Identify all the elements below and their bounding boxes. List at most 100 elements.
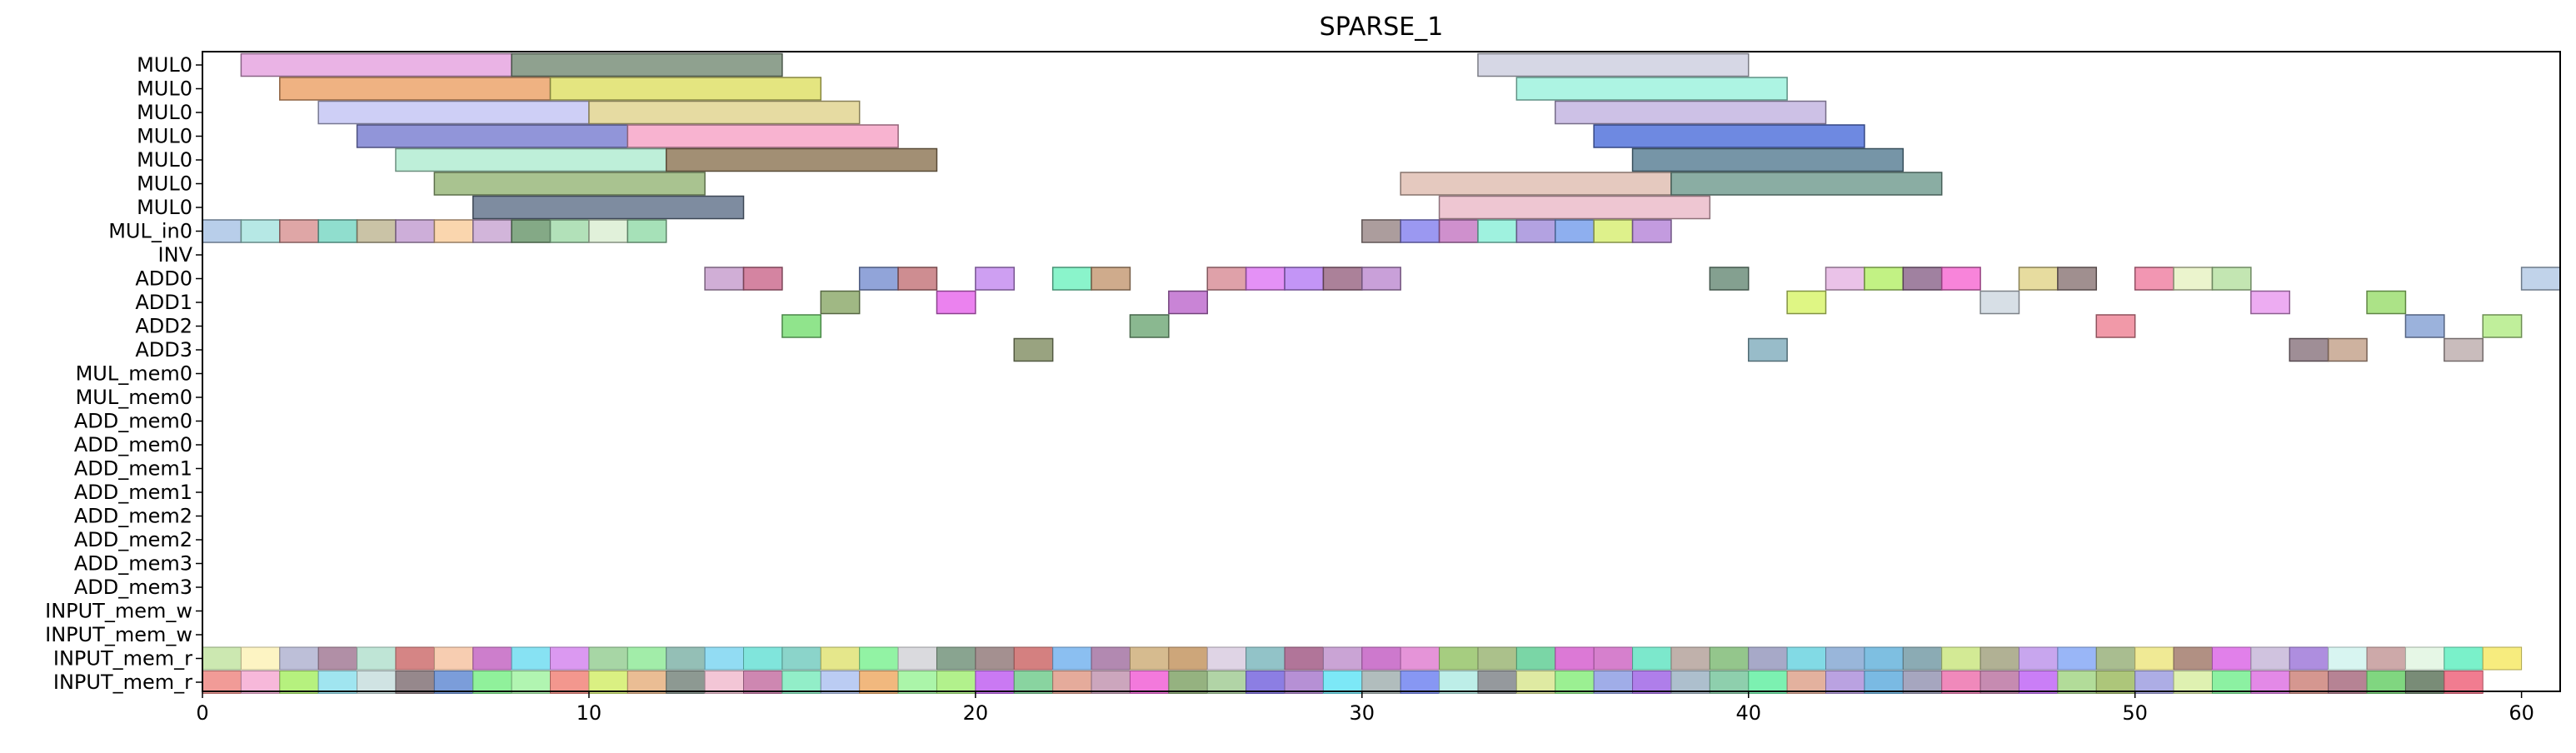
task-bar	[897, 267, 938, 291]
task-bar	[743, 671, 783, 694]
task-bar	[627, 219, 667, 243]
task-bar	[511, 646, 552, 671]
task-bar	[1786, 646, 1827, 671]
task-bar	[1825, 267, 1865, 291]
task-bar	[2018, 671, 2059, 694]
task-bar	[1091, 646, 1131, 671]
task-bar	[1400, 172, 1672, 196]
task-bar	[1284, 646, 1324, 671]
y-tick-label: ADD3	[135, 338, 192, 362]
y-tick-label: INPUT_mem_r	[53, 671, 192, 694]
task-bar	[2520, 267, 2561, 291]
task-bar	[472, 671, 512, 694]
task-bar	[1555, 671, 1595, 694]
task-bar	[1438, 219, 1479, 243]
task-bar	[588, 671, 628, 694]
task-bar	[1786, 671, 1827, 694]
task-bar	[704, 646, 745, 671]
task-bar	[704, 267, 745, 291]
task-bar	[1515, 646, 1556, 671]
task-bar	[1864, 671, 1904, 694]
y-tick-label: ADD_mem3	[74, 552, 192, 576]
task-bar	[549, 219, 590, 243]
task-bar	[1439, 671, 1479, 694]
task-bar	[1632, 671, 1672, 694]
task-bar	[588, 646, 628, 671]
y-tick-label: MUL0	[137, 77, 192, 101]
task-bar	[2095, 646, 2136, 671]
task-bar	[511, 52, 783, 77]
task-bar	[1825, 646, 1865, 671]
task-bar	[588, 219, 629, 243]
task-bar	[781, 671, 821, 694]
task-bar	[1322, 671, 1363, 694]
x-tick-label: 10	[577, 701, 602, 725]
task-bar	[1979, 290, 2020, 315]
y-tick-label: ADD_mem0	[74, 433, 192, 456]
task-bar	[897, 671, 937, 694]
task-bar	[279, 646, 319, 671]
task-bar	[2134, 671, 2174, 694]
task-bar	[666, 646, 706, 671]
y-tick-label: MUL0	[137, 148, 192, 172]
task-bar	[936, 290, 976, 315]
task-bar	[1013, 337, 1054, 362]
y-tick-label: ADD1	[135, 291, 192, 314]
task-bar	[2057, 267, 2098, 291]
task-bar	[317, 646, 358, 671]
task-bar	[1864, 646, 1904, 671]
task-bar	[627, 646, 667, 671]
task-bar	[2289, 337, 2329, 362]
task-bar	[1246, 671, 1286, 694]
task-bar	[2366, 671, 2406, 694]
x-tick-label: 20	[963, 701, 989, 725]
task-bar	[2444, 646, 2484, 671]
task-bar	[1052, 671, 1092, 694]
task-bar	[279, 671, 319, 694]
task-bar	[1748, 646, 1788, 671]
task-bar	[1941, 671, 1981, 694]
y-tick-label: MUL_mem0	[76, 362, 192, 386]
task-bar	[2095, 671, 2136, 694]
task-bar	[2211, 646, 2252, 671]
task-bar	[1709, 671, 1750, 694]
task-bar	[743, 646, 783, 671]
plot-frame	[202, 51, 2561, 692]
task-bar	[2289, 646, 2329, 671]
task-bar	[240, 646, 281, 671]
task-bar	[627, 124, 899, 148]
task-bar	[936, 646, 976, 671]
task-bar	[549, 77, 822, 101]
y-tick-label: ADD_mem2	[74, 528, 192, 551]
task-bar	[781, 646, 821, 671]
chart-title: SPARSE_1	[1320, 12, 1444, 42]
task-bar	[1593, 124, 1865, 148]
y-tick-label: ADD2	[135, 315, 192, 338]
y-tick-label: INPUT_mem_r	[53, 647, 192, 671]
task-bar	[2482, 646, 2523, 671]
task-bar	[1902, 646, 1943, 671]
task-bar	[2057, 671, 2097, 694]
task-bar	[1825, 671, 1865, 694]
task-bar	[1979, 671, 2019, 694]
task-bar	[317, 219, 358, 243]
task-bar	[1168, 671, 1208, 694]
task-bar	[472, 646, 512, 671]
task-bar	[1593, 219, 1634, 243]
task-bar	[1168, 646, 1208, 671]
task-bar	[511, 219, 552, 243]
task-bar	[240, 52, 512, 77]
y-tick-label: MUL0	[137, 53, 192, 77]
task-bar	[1400, 671, 1440, 694]
task-bar	[472, 195, 745, 220]
y-tick-label: INV	[158, 243, 193, 267]
task-bar	[2327, 337, 2368, 362]
x-tick-label: 60	[2509, 701, 2534, 725]
task-bar	[666, 671, 706, 694]
y-tick-label: ADD_mem0	[74, 410, 192, 433]
task-bar	[1361, 219, 1401, 243]
task-bar	[936, 671, 976, 694]
task-bar	[2211, 671, 2252, 694]
task-bar	[472, 219, 512, 243]
